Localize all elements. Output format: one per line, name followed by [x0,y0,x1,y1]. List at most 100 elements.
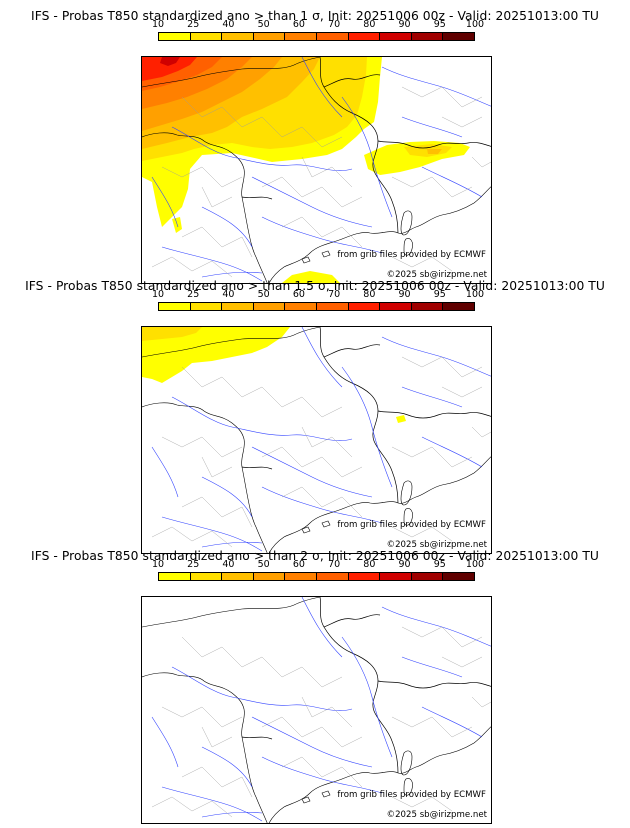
admin-boundaries [151,626,491,818]
prob-area-25 [142,327,202,341]
colorbar [158,32,475,41]
colorbar-swatch [285,303,317,310]
colorbar-tick-label: 95 [433,289,446,300]
panel-title: IFS - Probas T850 standardized ano > tha… [31,9,599,23]
prob-area-10-alps [396,415,406,423]
colorbar-tick-label: 50 [257,559,270,570]
colorbar-swatch [253,33,286,40]
prob-area-10 [142,327,290,383]
prob-area-10-coast [172,217,182,233]
colorbar-swatch [348,573,381,580]
credit-copyright: ©2025 sb@irizpme.net [386,270,488,280]
colorbar-tick-label: 40 [222,19,235,30]
coastline [142,597,491,823]
panel-title: IFS - Probas T850 standardized ano > tha… [25,279,605,293]
prob-area-90 [160,57,180,66]
colorbar-swatch [411,573,444,580]
panel-1: IFS - Probas T850 standardized ano > tha… [0,8,630,284]
colorbar-tick-label: 95 [433,19,446,30]
colorbar-tick-label: 80 [363,289,376,300]
colorbar-tick-label: 25 [187,289,200,300]
colorbar-swatch [411,303,444,310]
colorbar-swatch [159,573,191,580]
colorbar-swatch [190,33,223,40]
colorbar-swatch [380,33,412,40]
colorbar-swatch [316,303,349,310]
colorbar-swatch [443,573,474,580]
colorbar-tick-label: 10 [151,289,165,300]
probability-map[interactable]: from grib files provided by ECMWF ©2025 … [141,326,492,554]
colorbar-ticks: 10 25 40 50 60 70 80 90 95 100 [152,19,484,31]
colorbar-tick-label: 90 [398,19,411,30]
probability-map[interactable]: from grib files provided by ECMWF ©2025 … [141,56,492,284]
rivers [151,597,491,822]
country-borders [241,57,491,234]
prob-area-80 [142,57,197,81]
colorbar-tick-label: 70 [328,559,341,570]
colorbar-swatch [316,573,349,580]
colorbar-tick-label: 100 [465,289,485,300]
probability-map[interactable]: from grib files provided by ECMWF ©2025 … [141,596,492,824]
colorbar-tick-label: 70 [328,289,341,300]
colorbar-swatch [316,33,349,40]
colorbar-swatch [411,33,444,40]
colorbar-swatch [380,573,412,580]
rivers [151,327,491,552]
coastline [142,57,491,283]
colorbar-tick-label: 80 [363,559,376,570]
colorbar-swatch [443,33,474,40]
colorbar-tick-label: 60 [292,559,305,570]
admin-boundaries [151,86,491,278]
admin-boundaries [151,356,491,548]
colorbar-swatch [253,573,286,580]
prob-area-10-south [282,271,340,283]
coastline [142,327,491,553]
credit-source: from grib files provided by ECMWF [337,520,486,530]
colorbar-tick-label: 95 [433,559,446,570]
colorbar-swatch [222,303,254,310]
colorbar-ticks: 10 25 40 50 60 70 80 90 95 100 [152,559,484,571]
colorbar-swatch [190,573,223,580]
colorbar-tick-label: 100 [465,19,485,30]
colorbar-tick-label: 90 [398,289,411,300]
panel-title: IFS - Probas T850 standardized ano > tha… [31,549,599,563]
country-borders [241,327,491,504]
colorbar-swatch [159,303,191,310]
colorbar-ticks: 10 25 40 50 60 70 80 90 95 100 [152,289,484,301]
colorbar [158,572,475,581]
colorbar-swatch [222,573,254,580]
colorbar-swatch [348,33,381,40]
colorbar-tick-label: 10 [151,19,165,30]
colorbar-tick-label: 70 [328,19,341,30]
colorbar-tick-label: 100 [465,559,485,570]
colorbar-tick-label: 40 [222,559,235,570]
credit-source: from grib files provided by ECMWF [337,790,486,800]
panel-3: IFS - Probas T850 standardized ano > tha… [0,548,630,824]
country-borders [241,597,491,774]
colorbar-swatch [190,303,223,310]
colorbar-tick-label: 50 [257,19,270,30]
colorbar-swatch [285,573,317,580]
credit-copyright: ©2025 sb@irizpme.net [386,540,488,550]
colorbar-swatch [222,33,254,40]
prob-area-40-alps [427,149,442,154]
colorbar-tick-label: 40 [222,289,235,300]
colorbar-tick-label: 25 [187,559,200,570]
colorbar-tick-label: 80 [363,19,376,30]
colorbar-swatch [285,33,317,40]
colorbar-swatch [159,33,191,40]
panel-2: IFS - Probas T850 standardized ano > tha… [0,278,630,554]
colorbar-tick-label: 50 [257,289,270,300]
colorbar-tick-label: 60 [292,19,305,30]
colorbar-tick-label: 60 [292,289,305,300]
colorbar-swatch [253,303,286,310]
colorbar [158,302,475,311]
credit-source: from grib files provided by ECMWF [337,250,486,260]
colorbar-swatch [348,303,381,310]
colorbar-tick-label: 90 [398,559,411,570]
colorbar-tick-label: 10 [151,559,165,570]
colorbar-swatch [380,303,412,310]
colorbar-swatch [443,303,474,310]
credit-copyright: ©2025 sb@irizpme.net [386,810,488,820]
colorbar-tick-label: 25 [187,19,200,30]
